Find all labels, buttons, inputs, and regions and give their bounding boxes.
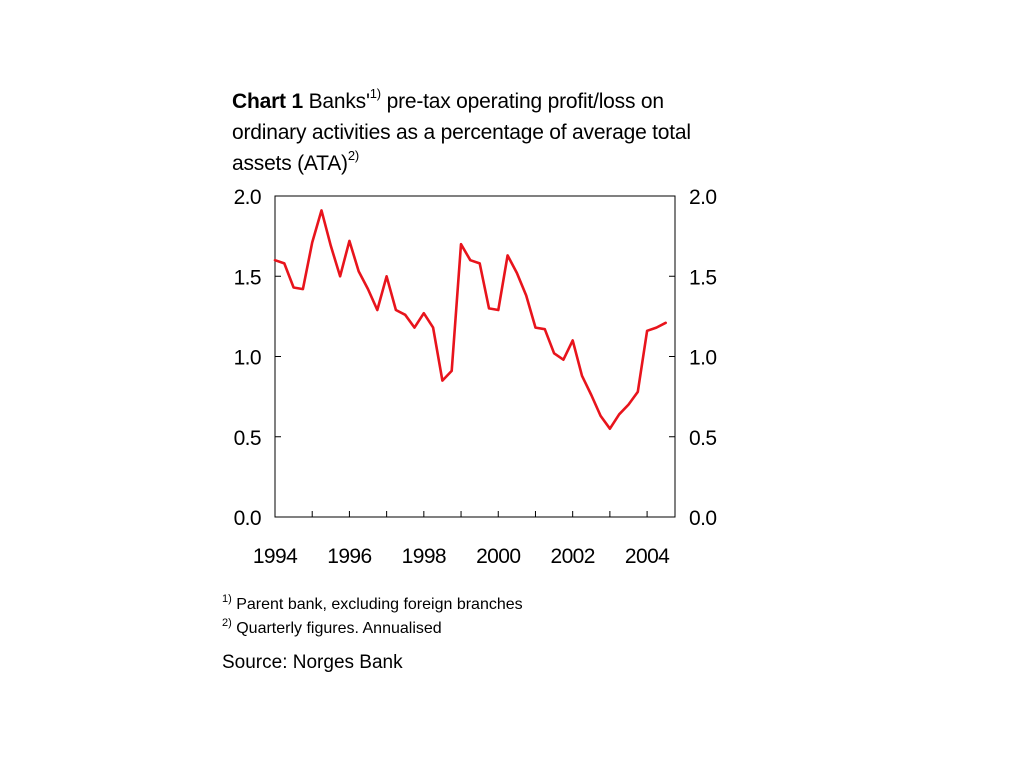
x-tick-label: 1996 <box>327 545 371 568</box>
title-text-b: pre-tax operating profit/loss on ordinar… <box>232 90 691 175</box>
y-tick-label-right: 1.0 <box>689 347 716 370</box>
y-tick-label-right: 0.0 <box>689 507 716 530</box>
x-tick-label: 1998 <box>402 545 446 568</box>
title-text-a: Banks' <box>308 90 370 113</box>
y-tick-label-left: 1.5 <box>234 266 261 289</box>
plot-frame <box>274 195 676 518</box>
y-tick-label-left: 0.0 <box>234 507 261 530</box>
chart-number: Chart 1 <box>232 90 303 113</box>
source-note: Source: Norges Bank <box>222 652 403 673</box>
footnote-2-text: Quarterly figures. Annualised <box>236 620 442 637</box>
footnote-2-marker: 2) <box>222 616 232 629</box>
footnote-2: 2) Quarterly figures. Annualised <box>222 616 442 638</box>
y-tick-label-left: 1.0 <box>234 347 261 370</box>
footnote-1-marker: 1) <box>222 592 232 605</box>
chart-title: Chart 1 Banks'1) pre-tax operating profi… <box>232 86 712 179</box>
y-tick-label-left: 2.0 <box>234 186 261 209</box>
footnote-1: 1) Parent bank, excluding foreign branch… <box>222 592 523 614</box>
y-tick-label-right: 1.5 <box>689 266 716 289</box>
title-footnote-marker-2: 2) <box>347 148 360 163</box>
y-tick-label-left: 0.5 <box>234 427 261 450</box>
y-tick-label-right: 0.5 <box>689 427 716 450</box>
title-footnote-marker-1: 1) <box>369 86 381 101</box>
x-tick-label: 2002 <box>551 545 595 568</box>
x-tick-label: 1994 <box>253 545 298 568</box>
series-line <box>273 209 668 431</box>
x-tick-label: 2004 <box>625 545 670 568</box>
x-tick-label: 2000 <box>476 545 520 568</box>
footnote-1-text: Parent bank, excluding foreign branches <box>236 596 523 613</box>
y-tick-label-right: 2.0 <box>689 186 716 209</box>
